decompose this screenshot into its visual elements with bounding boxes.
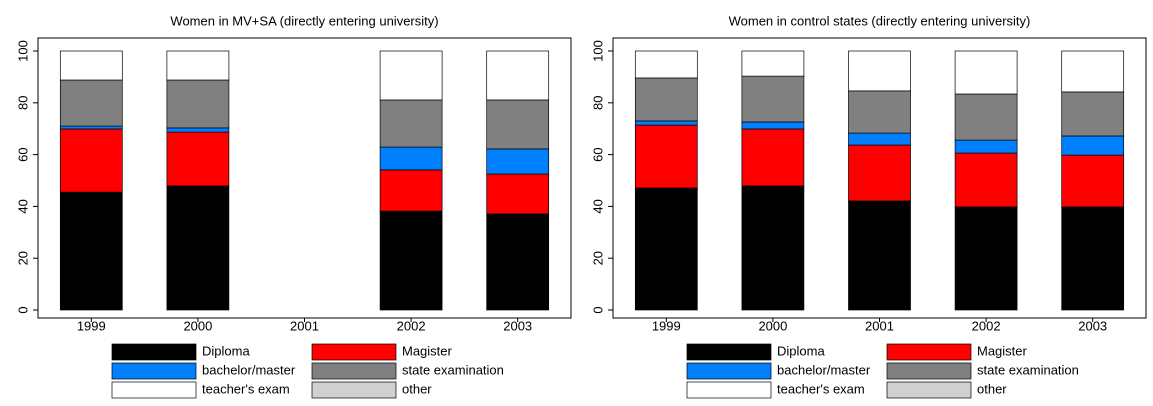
x-tick-label: 2001	[865, 318, 894, 333]
y-tick-label: 40	[15, 199, 30, 213]
bar-segment	[1061, 154, 1125, 208]
bar-segment	[486, 148, 550, 175]
bar-segment	[954, 206, 1018, 311]
x-tick-label: 2003	[1078, 318, 1107, 333]
legend-swatch	[886, 343, 972, 361]
legend-label: state examination	[977, 362, 1079, 377]
bar-segment	[166, 185, 230, 311]
bar-segment	[848, 50, 911, 92]
x-tick-label: 2002	[397, 318, 426, 333]
legend-swatch	[311, 362, 397, 380]
bar-segment	[634, 124, 698, 189]
bar-segment	[848, 200, 911, 311]
bar-segment	[379, 146, 443, 171]
x-tick-label: 2000	[758, 318, 787, 333]
bar-segment	[634, 50, 698, 79]
bar-segment	[166, 50, 230, 81]
bar-segment	[486, 99, 550, 150]
bar-segment	[59, 79, 123, 127]
legend-swatch	[686, 343, 772, 361]
legend-swatch	[886, 362, 972, 380]
bar-segment	[741, 75, 805, 123]
bar-segment	[59, 50, 123, 81]
legend-swatch	[311, 343, 397, 361]
bar-segment	[59, 191, 123, 311]
y-tick-label: 100	[15, 40, 30, 62]
bar-segment	[634, 187, 698, 311]
x-tick-label: 2000	[183, 318, 212, 333]
bar-segment	[1061, 206, 1125, 311]
bar-segment	[59, 125, 123, 130]
legend-label: teacher's exam	[777, 381, 865, 396]
bar-segment	[741, 185, 805, 311]
bar-segment	[59, 128, 123, 193]
legend-swatch	[111, 381, 197, 399]
bar-segment	[741, 50, 805, 77]
y-tick-label: 0	[590, 306, 605, 313]
legend-label: Magister	[402, 343, 453, 358]
legend-label: bachelor/master	[202, 362, 296, 377]
y-tick-label: 60	[15, 147, 30, 161]
legend-swatch	[111, 362, 197, 380]
chart-title: Women in MV+SA (directly entering univer…	[170, 13, 438, 28]
y-tick-label: 40	[590, 199, 605, 213]
legend-swatch	[686, 381, 772, 399]
legend-swatch	[311, 381, 397, 399]
x-tick-label: 2002	[972, 318, 1001, 333]
bar-segment	[379, 169, 443, 212]
bar-segment	[486, 173, 550, 215]
bar-segment	[954, 152, 1018, 208]
bar-segment	[634, 120, 698, 126]
legend-label: Magister	[977, 343, 1028, 358]
bar-segment	[741, 121, 805, 130]
bar-segment	[1061, 135, 1125, 156]
legend-label: bachelor/master	[777, 362, 871, 377]
bar-segment	[1061, 91, 1125, 137]
bar-segment	[486, 50, 550, 101]
bar-segment	[379, 50, 443, 101]
legend-label: other	[977, 381, 1007, 396]
x-tick-label: 1999	[652, 318, 681, 333]
legend-label: Diploma	[777, 343, 825, 358]
chart-title: Women in control states (directly enteri…	[729, 13, 1031, 28]
legend-swatch	[886, 381, 972, 399]
bar-segment	[166, 131, 230, 187]
x-tick-label: 2003	[503, 318, 532, 333]
y-tick-label: 60	[590, 147, 605, 161]
legend-label: other	[402, 381, 432, 396]
x-tick-label: 2001	[290, 318, 319, 333]
y-tick-label: 80	[590, 96, 605, 110]
bar-segment	[1061, 50, 1125, 93]
bar-segment	[741, 128, 805, 187]
bar-segment	[954, 93, 1018, 141]
y-tick-label: 20	[15, 251, 30, 265]
legend-swatch	[111, 343, 197, 361]
y-tick-label: 100	[590, 40, 605, 62]
bar-segment	[379, 210, 443, 311]
bar-segment	[954, 139, 1018, 154]
y-tick-label: 0	[15, 306, 30, 313]
y-tick-label: 80	[15, 96, 30, 110]
bar-segment	[848, 132, 911, 146]
legend-label: state examination	[402, 362, 504, 377]
legend-label: teacher's exam	[202, 381, 290, 396]
x-tick-label: 1999	[77, 318, 106, 333]
bar-segment	[954, 50, 1018, 95]
y-tick-label: 20	[590, 251, 605, 265]
bar-segment	[379, 99, 443, 148]
bar-segment	[166, 127, 230, 133]
bar-segment	[848, 144, 911, 202]
bar-segment	[634, 77, 698, 122]
legend-swatch	[686, 362, 772, 380]
bar-segment	[166, 79, 230, 129]
bar-segment	[486, 213, 550, 311]
bar-segment	[848, 90, 911, 134]
legend-label: Diploma	[202, 343, 250, 358]
